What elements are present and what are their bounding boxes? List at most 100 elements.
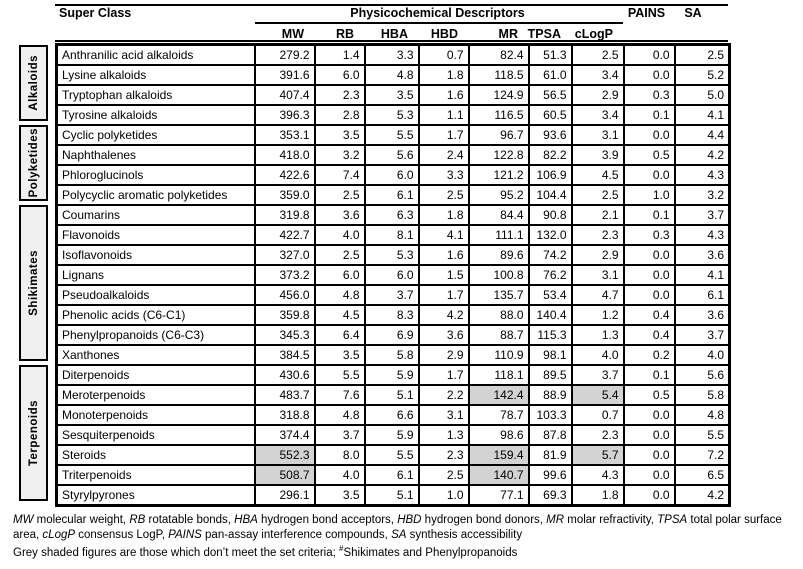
value-cell-rb: 6.4: [313, 324, 366, 346]
table-row: Lysine alkaloids 391.6 6.0 4.8 1.8 118.5 61.0 3…: [55, 64, 731, 86]
table-row: Polycyclic aromatic polyketides 359.0 2.5 6…: [55, 184, 731, 206]
value-cell-mr: 124.9: [467, 84, 530, 106]
footnote-abbr: MW: [13, 514, 34, 526]
value-cell-clogp: 5.7: [570, 444, 625, 466]
class-name-cell: Isoflavonoids: [55, 244, 256, 266]
value-cell-mr: 111.1: [467, 224, 530, 246]
class-name-cell: Polycyclic aromatic polyketides: [55, 184, 256, 206]
class-name-cell: Tryptophan alkaloids: [55, 84, 256, 106]
table-row: Sesquiterpenoids 374.4 3.7 5.9 1.3 98.6 87.8 2.…: [55, 424, 731, 446]
value-cell-tpsa: 106.9: [527, 164, 573, 186]
descriptors-underline: [255, 22, 623, 24]
value-cell-hbd: 3.1: [417, 404, 470, 426]
class-name-cell: Coumarins: [55, 204, 256, 226]
value-cell-sa: 5.8: [673, 384, 731, 406]
value-cell-hba: 6.1: [363, 184, 420, 206]
group-label-text: Alkaloids: [27, 55, 40, 111]
value-cell-tpsa: 87.8: [527, 424, 573, 446]
value-cell-hbd: 1.3: [417, 424, 470, 446]
value-cell-sa: 4.1: [673, 264, 731, 286]
descriptors-group-header: Physicochemical Descriptors: [350, 6, 525, 20]
value-cell-clogp: 3.7: [570, 364, 625, 386]
value-cell-pains: 0.2: [622, 344, 676, 366]
value-cell-mr: 118.5: [467, 64, 530, 86]
value-cell-rb: 3.2: [313, 144, 366, 166]
value-cell-pains: 0.0: [622, 164, 676, 186]
value-cell-clogp: 3.1: [570, 124, 625, 146]
table-row: Pseudoalkaloids 456.0 4.8 3.7 1.7 135.7 53.4 4.…: [55, 284, 731, 306]
table-row: Naphthalenes 418.0 3.2 5.6 2.4 122.8 82.2 3.9 0.…: [55, 144, 731, 166]
header-top-rule: [55, 4, 728, 6]
value-cell-mw: 319.8: [253, 204, 316, 226]
value-cell-clogp: 2.5: [570, 43, 625, 66]
pains-column-header: PAINS: [627, 6, 666, 20]
value-cell-rb: 3.5: [313, 484, 366, 507]
value-cell-hbd: 1.8: [417, 204, 470, 226]
value-cell-clogp: 3.4: [570, 64, 625, 86]
value-cell-mr: 98.6: [467, 424, 530, 446]
value-cell-tpsa: 140.4: [527, 304, 573, 326]
table-row: Phenolic acids (C6-C1) 359.8 4.5 8.3 4.2 88.0…: [55, 304, 731, 326]
value-cell-rb: 2.5: [313, 244, 366, 266]
footnote-desc: total polar surface area,: [13, 514, 782, 541]
value-cell-mw: 359.8: [253, 304, 316, 326]
value-cell-clogp: 3.1: [570, 264, 625, 286]
value-cell-sa: 4.4: [673, 124, 731, 146]
value-cell-sa: 5.5: [673, 424, 731, 446]
value-cell-clogp: 4.7: [570, 284, 625, 306]
value-cell-clogp: 2.3: [570, 424, 625, 446]
value-cell-hbd: 1.0: [417, 484, 470, 507]
value-cell-rb: 6.0: [313, 64, 366, 86]
value-cell-sa: 4.0: [673, 344, 731, 366]
value-cell-clogp: 1.3: [570, 324, 625, 346]
class-name-cell: Styrylpyrones: [55, 484, 256, 507]
value-cell-pains: 0.4: [622, 304, 676, 326]
value-cell-hbd: 1.6: [417, 84, 470, 106]
value-cell-pains: 0.0: [622, 444, 676, 466]
class-name-cell: Diterpenoids: [55, 364, 256, 386]
value-cell-mw: 327.0: [253, 244, 316, 266]
footnote-abbreviations: MW molecular weight, RB rotatable bonds,…: [13, 513, 796, 542]
value-cell-pains: 0.0: [622, 404, 676, 426]
value-cell-pains: 1.0: [622, 184, 676, 206]
value-cell-sa: 4.2: [673, 484, 731, 507]
value-cell-hbd: 0.7: [417, 43, 470, 66]
footnote-abbr: cLogP: [42, 528, 76, 541]
value-cell-tpsa: 82.2: [527, 144, 573, 166]
group-label-alkaloids: Alkaloids: [19, 45, 48, 121]
value-cell-clogp: 2.3: [570, 224, 625, 246]
value-cell-hbd: 1.1: [417, 104, 470, 126]
class-name-cell: Naphthalenes: [55, 144, 256, 166]
value-cell-mw: 391.6: [253, 64, 316, 86]
value-cell-hba: 3.3: [363, 43, 420, 66]
footnote-abbr: HBD: [397, 514, 422, 526]
value-cell-sa: 6.5: [673, 464, 731, 486]
value-cell-clogp: 3.9: [570, 144, 625, 166]
value-cell-tpsa: 53.4: [527, 284, 573, 306]
value-cell-mw: 483.7: [253, 384, 316, 406]
table-row: Phloroglucinols 422.6 7.4 6.0 3.3 121.2 106.9 4…: [55, 164, 731, 186]
table-row: Phenylpropanoids (C6-C3) 345.3 6.4 6.9 3.6 88…: [55, 324, 731, 346]
value-cell-mr: 82.4: [467, 43, 530, 66]
value-cell-tpsa: 93.6: [527, 124, 573, 146]
class-name-cell: Monoterpenoids: [55, 404, 256, 426]
value-cell-rb: 2.8: [313, 104, 366, 126]
table-row: Flavonoids 422.7 4.0 8.1 4.1 111.1 132.0 2.3 0.3…: [55, 224, 731, 246]
value-cell-tpsa: 132.0: [527, 224, 573, 246]
value-cell-rb: 4.8: [313, 284, 366, 306]
value-cell-pains: 0.1: [622, 364, 676, 386]
value-cell-clogp: 2.1: [570, 204, 625, 226]
value-cell-pains: 0.0: [622, 464, 676, 486]
value-cell-mr: 118.1: [467, 364, 530, 386]
value-cell-mw: 407.4: [253, 84, 316, 106]
value-cell-hba: 6.0: [363, 164, 420, 186]
subheader-mw: MW: [281, 27, 304, 41]
value-cell-mr: 121.2: [467, 164, 530, 186]
shading-note-suffix: Shikimates and Phenylpropanoids: [343, 547, 518, 559]
value-cell-rb: 2.5: [313, 184, 366, 206]
value-cell-mr: 110.9: [467, 344, 530, 366]
group-label-polyketides: Polyketides: [19, 125, 48, 201]
value-cell-sa: 7.2: [673, 444, 731, 466]
value-cell-sa: 4.1: [673, 104, 731, 126]
value-cell-rb: 7.4: [313, 164, 366, 186]
